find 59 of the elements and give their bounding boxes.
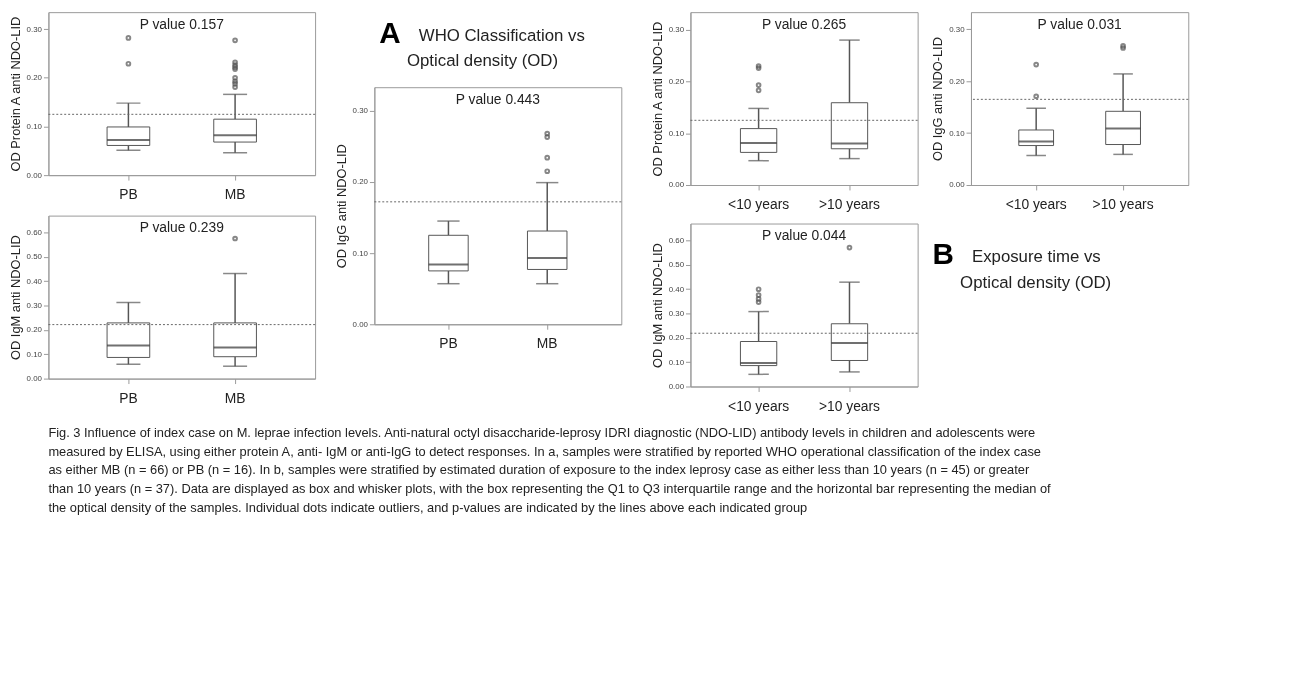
y-axis-title: OD Protein A anti NDO-LID [649, 21, 665, 177]
y-axis-title: OD Protein A anti NDO-LID [7, 16, 23, 172]
y-axis-title: OD IgG anti NDO-LID [333, 144, 349, 269]
x-tick-label: >10 years [818, 397, 881, 414]
x-tick-label: MB [536, 335, 558, 352]
x-tick-label: MB [224, 389, 246, 406]
y-tick-label: 0.20 [26, 325, 43, 335]
x-tick-label: <10 years [728, 196, 790, 213]
y-tick-label: 0.20 [668, 76, 685, 86]
annotation: P value 0.443 [455, 91, 541, 108]
y-axis-title: OD IgG anti NDO-LID [930, 37, 946, 162]
text: B [932, 237, 954, 271]
y-tick-label: 0.00 [26, 374, 43, 384]
y-tick-label: 0.10 [352, 248, 369, 258]
y-tick-label: 0.10 [26, 349, 43, 359]
y-tick-label: 0.30 [949, 24, 966, 34]
x-tick-label: >10 years [818, 196, 881, 213]
x-tick-label: MB [224, 186, 246, 203]
annotation: P value 0.265 [761, 15, 847, 32]
y-tick-label: 0.00 [668, 381, 685, 391]
y-tick-label: 0.30 [668, 25, 685, 35]
x-tick-label: <10 years [1005, 196, 1067, 213]
y-tick-label: 0.10 [668, 357, 685, 367]
caption: Fig. 3 Influence of index case on M. leprae infection levels. Anti-natural octyl disaccharide-leprosy IDRI diagnostic (NDO-LID) antibody levels in children and adolescents were measured by ELISA, using either protein A, anti- IgM or anti-IgG to detect responses. In a, samples were stratified by reported WHO operational classification of the index case as either MB (n = 66) or PB (n = 16). In b, samples were stratified by estimated duration of exposure to the index leprosy case as either less than 10 years (n = 45) or greater than 10 years (n = 37). Data are displayed as box and whisker plots, with the box representing the Q1 to Q3 interquartile range and the horizontal bar representing the median of the optical density of the samples. Individual dots indicate outliers, and p-values are indicated by the lines above each indicated group [48, 424, 1052, 515]
y-tick-label: 0.00 [668, 180, 685, 190]
y-tick-label: 0.50 [26, 252, 43, 262]
y-tick-label: 0.00 [352, 319, 369, 329]
x-tick-label: PB [119, 389, 138, 406]
x-tick-label: <10 years [728, 397, 790, 414]
y-tick-label: 0.00 [949, 180, 966, 190]
text: A [379, 15, 401, 49]
text: Exposure time vs Optical density (OD) [960, 247, 1112, 292]
y-tick-label: 0.60 [26, 228, 43, 238]
y-axis-title: OD IgM anti NDO-LID [649, 243, 665, 368]
annotation: P value 0.044 [761, 227, 847, 244]
y-axis-title: OD IgM anti NDO-LID [7, 235, 23, 360]
x-tick-label: PB [439, 335, 458, 352]
y-tick-label: 0.20 [26, 73, 43, 83]
y-tick-label: 0.10 [668, 128, 685, 138]
y-tick-label: 0.20 [949, 76, 966, 86]
y-tick-label: 0.30 [26, 301, 43, 311]
annotation: P value 0.239 [139, 219, 225, 236]
annotation: P value 0.031 [1037, 15, 1122, 32]
x-tick-label: >10 years [1092, 196, 1154, 213]
x-tick-label: PB [119, 186, 138, 203]
y-tick-label: 0.40 [668, 284, 685, 294]
annotation: P value 0.157 [139, 15, 224, 32]
y-tick-label: 0.00 [26, 170, 43, 180]
y-tick-label: 0.40 [26, 276, 43, 286]
y-tick-label: 0.10 [26, 121, 43, 131]
y-tick-label: 0.50 [668, 260, 685, 270]
y-tick-label: 0.20 [668, 333, 685, 343]
text: WHO Classification vs Optical density (OD) [406, 25, 585, 71]
y-tick-label: 0.60 [668, 236, 685, 246]
y-tick-label: 0.30 [26, 24, 43, 34]
y-tick-label: 0.20 [352, 177, 369, 187]
y-tick-label: 0.30 [352, 106, 369, 116]
y-tick-label: 0.10 [949, 128, 966, 138]
y-tick-label: 0.30 [668, 309, 685, 319]
